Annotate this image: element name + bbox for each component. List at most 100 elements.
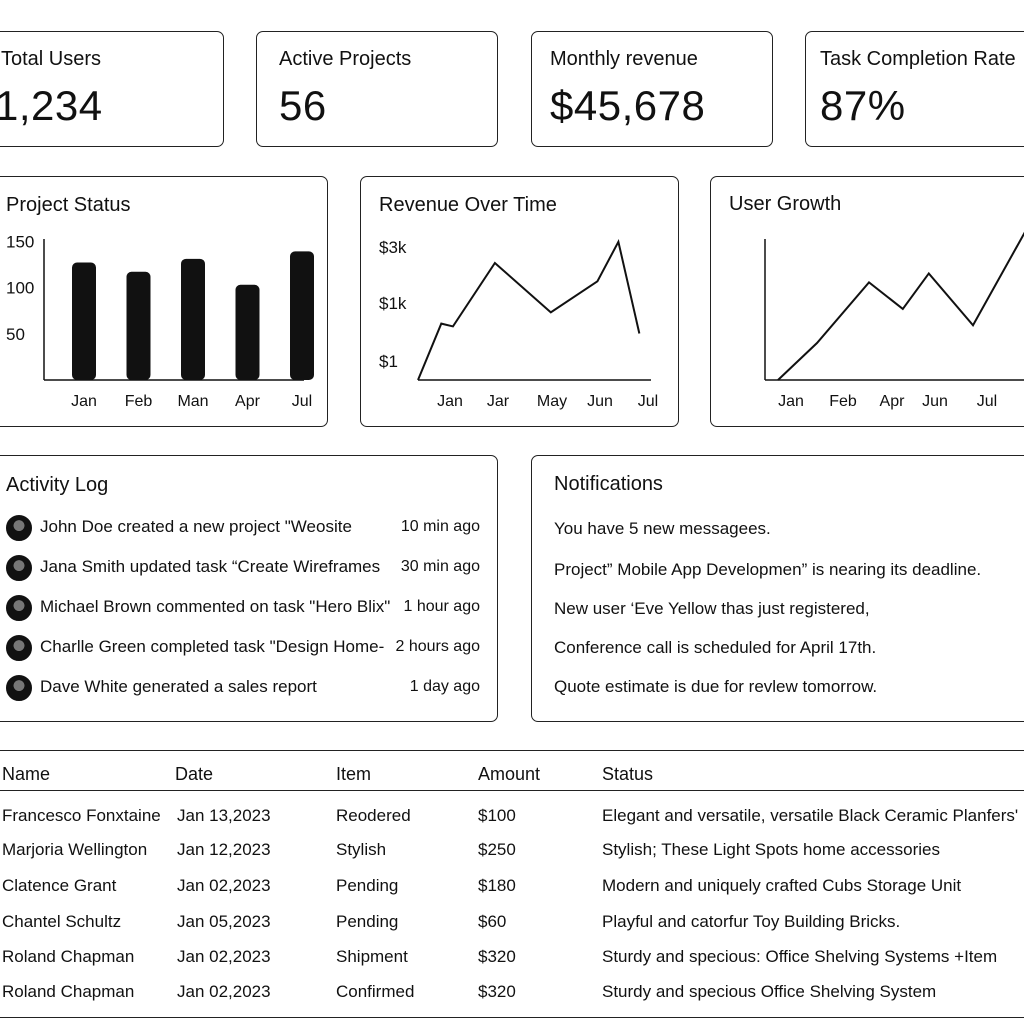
activity-item[interactable]: Jana Smith updated task “Create Wirefram… bbox=[6, 553, 488, 583]
cell-status: Elegant and versatile, versatile Black C… bbox=[602, 806, 1019, 825]
project-status-chart-card: Project Status 150 100 50 Jan Feb Man Apr Jul bbox=[0, 176, 328, 427]
activity-time: 30 min ago bbox=[400, 558, 480, 575]
x-tick-label: Jul bbox=[977, 393, 997, 410]
cell-amount: $100 bbox=[478, 806, 516, 825]
activity-item[interactable]: Dave White generated a sales report 1 da… bbox=[6, 673, 488, 703]
stat-label: Monthly revenue bbox=[550, 48, 698, 70]
cell-date: Jan 12,2023 bbox=[177, 840, 271, 859]
cell-date: Jan 02,2023 bbox=[177, 947, 271, 966]
x-tick-label: Apr bbox=[880, 393, 906, 410]
cell-item: Reodered bbox=[336, 806, 411, 825]
x-tick-label: Apr bbox=[235, 393, 261, 410]
table-top-border bbox=[0, 750, 1024, 751]
stat-value: 87% bbox=[820, 82, 906, 129]
bar bbox=[181, 258, 205, 380]
table-bottom-border bbox=[0, 1017, 1024, 1018]
stat-label: Active Projects bbox=[279, 48, 412, 70]
user-growth-chart-card: User Growth Jan Feb Apr Jun Jul bbox=[710, 176, 1024, 427]
y-tick-label: $1 bbox=[379, 352, 398, 371]
activity-time: 1 hour ago bbox=[403, 598, 480, 615]
bar bbox=[235, 284, 260, 380]
x-tick-label: Feb bbox=[125, 393, 153, 410]
activity-item[interactable]: Charlle Green completed task "Design Hom… bbox=[6, 633, 488, 663]
user-growth-line-chart: Jan Feb Apr Jun Jul bbox=[764, 231, 1024, 410]
x-tick-label: May bbox=[537, 393, 567, 410]
activity-text: Michael Brown commented on task "Hero Bl… bbox=[40, 597, 391, 616]
avatar bbox=[6, 675, 32, 701]
revenue-line-chart: $3k $1k $1 Jan Jar May Jun Jul bbox=[379, 238, 658, 410]
x-tick-label: Jul bbox=[292, 393, 312, 410]
cell-amount: $320 bbox=[478, 947, 516, 966]
cell-item: Shipment bbox=[336, 947, 408, 966]
user-growth-series-line bbox=[777, 231, 1024, 381]
x-tick-label: Jan bbox=[71, 393, 97, 410]
y-tick-label: 150 bbox=[6, 232, 34, 251]
activity-log-panel: Activity Log John Doe created a new proj… bbox=[0, 455, 498, 722]
activity-time: 1 day ago bbox=[409, 678, 480, 695]
x-tick-label: Jun bbox=[587, 393, 613, 410]
avatar bbox=[6, 635, 32, 661]
stat-card-active-projects: Active Projects 56 bbox=[256, 31, 498, 147]
stat-value: 56 bbox=[279, 82, 327, 129]
activity-text: John Doe created a new project "Weosite bbox=[40, 517, 352, 536]
cell-amount: $180 bbox=[478, 876, 516, 895]
cell-status: Stylish; These Light Spots home accessor… bbox=[602, 840, 940, 859]
stat-value: 1,234 bbox=[0, 82, 103, 129]
notification-item[interactable]: Project” Mobile App Developmen” is neari… bbox=[554, 560, 982, 579]
cell-name: Roland Chapman bbox=[2, 982, 135, 1001]
bar bbox=[290, 251, 314, 380]
x-tick-label: Jul bbox=[638, 393, 658, 410]
cell-name: Francesco Fonxtaine bbox=[2, 806, 161, 825]
table-header-date[interactable]: Date bbox=[175, 764, 214, 784]
table-header-item[interactable]: Item bbox=[336, 764, 372, 784]
bar bbox=[126, 271, 151, 380]
cell-item: Pending bbox=[336, 912, 399, 931]
notification-item[interactable]: Quote estimate is due for revlew tomorro… bbox=[554, 677, 878, 696]
cell-item: Pending bbox=[336, 876, 399, 895]
table-header-divider bbox=[0, 790, 1024, 791]
cell-date: Jan 05,2023 bbox=[177, 912, 271, 931]
table-header-amount[interactable]: Amount bbox=[478, 764, 541, 784]
activity-time: 10 min ago bbox=[400, 518, 480, 535]
panel-title: Notifications bbox=[554, 473, 663, 495]
x-tick-label: Jan bbox=[437, 393, 463, 410]
y-tick-label: $3k bbox=[379, 238, 407, 257]
activity-text: Charlle Green completed task "Design Hom… bbox=[40, 637, 385, 656]
stat-label: Task Completion Rate bbox=[820, 48, 1016, 70]
notifications-panel: Notifications You have 5 new messagees. … bbox=[531, 455, 1024, 722]
cell-status: Modern and uniquely crafted Cubs Storage… bbox=[602, 876, 962, 895]
chart-title: Project Status bbox=[6, 194, 131, 216]
notification-item[interactable]: New user ‘Eve Yellow thas just registere… bbox=[554, 599, 870, 618]
cell-name: Chantel Schultz bbox=[2, 912, 122, 931]
table-header-name[interactable]: Name bbox=[2, 764, 51, 784]
revenue-chart-card: Revenue Over Time $3k $1k $1 Jan Jar May Jun Ju… bbox=[360, 176, 679, 427]
chart-title: Revenue Over Time bbox=[379, 194, 557, 216]
cell-item: Confirmed bbox=[336, 982, 415, 1001]
cell-status: Sturdy and specious: Office Shelving Sys… bbox=[602, 947, 998, 966]
stat-card-task-completion: Task Completion Rate 87% bbox=[805, 31, 1024, 147]
y-tick-label: 50 bbox=[6, 325, 25, 344]
cell-name: Clatence Grant bbox=[2, 876, 117, 895]
project-status-bar-chart: 150 100 50 Jan Feb Man Apr Jul bbox=[6, 232, 314, 410]
panel-title: Activity Log bbox=[6, 474, 109, 496]
avatar bbox=[6, 595, 32, 621]
bar bbox=[72, 262, 96, 380]
chart-title: User Growth bbox=[729, 193, 842, 215]
x-tick-label: Feb bbox=[829, 393, 857, 410]
notification-item[interactable]: Conference call is scheduled for April 1… bbox=[554, 638, 877, 657]
stat-card-total-users: Total Users 1,234 bbox=[0, 31, 224, 147]
cell-amount: $250 bbox=[478, 840, 516, 859]
cell-amount: $60 bbox=[478, 912, 507, 931]
cell-amount: $320 bbox=[478, 982, 516, 1001]
cell-name: Marjoria Wellington bbox=[2, 840, 148, 859]
activity-item[interactable]: John Doe created a new project "Weosite … bbox=[6, 513, 488, 543]
revenue-series-line bbox=[417, 238, 641, 381]
cell-status: Playful and catorfur Toy Building Bricks… bbox=[602, 912, 901, 931]
avatar bbox=[6, 555, 32, 581]
notification-item[interactable]: You have 5 new messagees. bbox=[554, 519, 771, 538]
avatar bbox=[6, 515, 32, 541]
cell-item: Stylish bbox=[336, 840, 387, 859]
x-tick-label: Jan bbox=[778, 393, 804, 410]
activity-item[interactable]: Michael Brown commented on task "Hero Bl… bbox=[6, 593, 488, 623]
table-header-status[interactable]: Status bbox=[602, 764, 654, 784]
